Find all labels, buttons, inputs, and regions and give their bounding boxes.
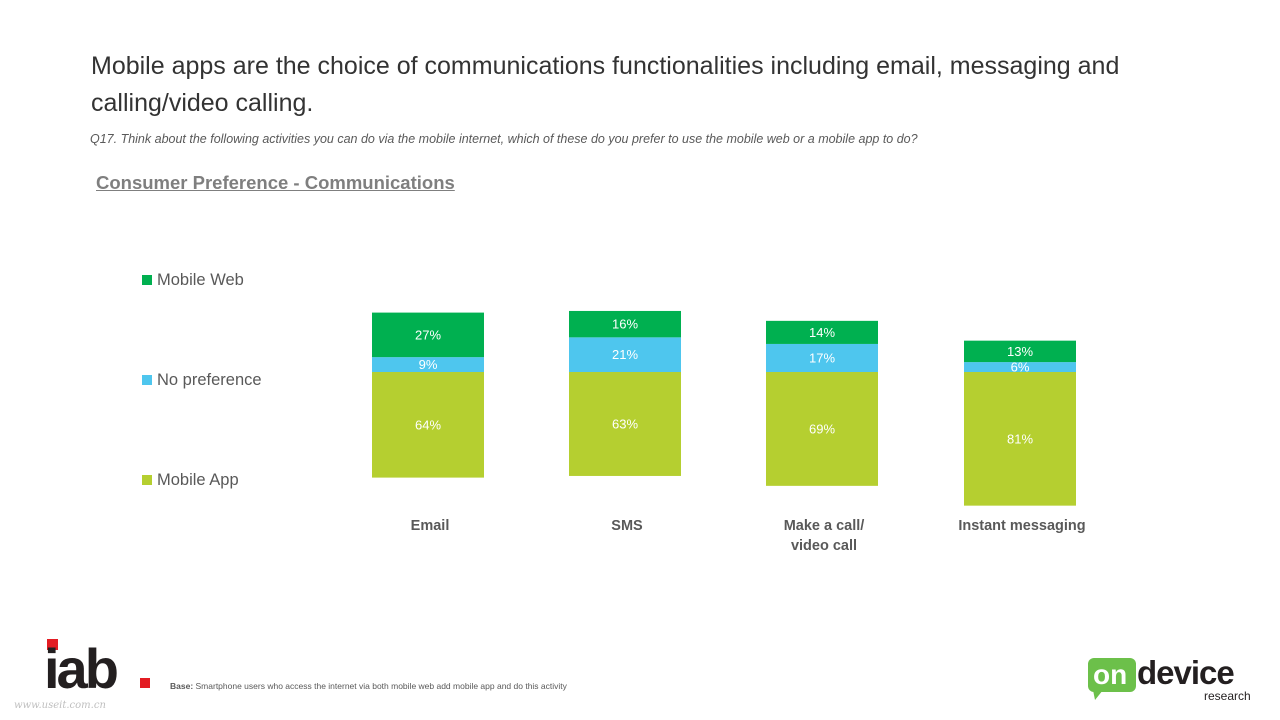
bar-segment-no-preference	[766, 343, 878, 372]
category-label: Email	[411, 518, 450, 534]
section-title: Consumer Preference - Communications	[96, 172, 455, 193]
iab-logo-text: iab	[44, 637, 117, 692]
data-label-no-preference: 17%	[809, 350, 835, 365]
data-label-mobile-web: 13%	[1007, 344, 1033, 359]
category-label: video call	[791, 538, 857, 554]
ondevice-logo-on: on	[1093, 659, 1127, 690]
bar-segment-no-preference	[372, 357, 484, 372]
bar-segment-mobile-app	[964, 372, 1076, 506]
data-label-mobile-app: 69%	[809, 421, 835, 436]
data-label-no-preference: 6%	[1011, 360, 1030, 375]
legend-swatch-mobile-web	[142, 275, 152, 285]
watermark: www.useit.com.cn	[14, 700, 106, 711]
data-label-no-preference: 21%	[612, 347, 638, 362]
ondevice-logo-device: device	[1137, 654, 1234, 691]
category-label: SMS	[611, 518, 643, 534]
bar-segment-mobile-app	[766, 372, 878, 486]
page-title: Mobile apps are the choice of communicat…	[91, 52, 1120, 117]
bar-segment-mobile-web	[372, 312, 484, 358]
legend-label-no-preference: No preference	[157, 370, 262, 389]
bar-segment-mobile-app	[569, 372, 681, 476]
category-label: Instant messaging	[958, 518, 1085, 534]
legend-item-mobile-web: Mobile Web	[142, 270, 244, 290]
data-label-mobile-web: 14%	[809, 325, 835, 340]
bar-segment-mobile-web	[766, 320, 878, 344]
data-label-mobile-app: 63%	[612, 416, 638, 431]
data-label-mobile-app: 81%	[1007, 431, 1033, 446]
base-note-label: Base:	[170, 681, 194, 691]
bar-segment-no-preference	[964, 362, 1076, 372]
ondevice-logo-research: research	[1204, 689, 1251, 703]
bar-segment-mobile-web	[569, 310, 681, 338]
legend-swatch-mobile-app	[142, 475, 152, 485]
ondevice-research-logo: on device research	[1088, 654, 1251, 703]
data-label-mobile-web: 16%	[612, 317, 638, 332]
legend-label-mobile-app: Mobile App	[157, 470, 239, 489]
category-label: Make a call/	[784, 518, 865, 534]
survey-question: Q17. Think about the following activitie…	[90, 132, 918, 146]
legend-item-no-preference: No preference	[142, 370, 262, 390]
bar-segment-mobile-app	[372, 372, 484, 478]
iab-logo: iab	[44, 637, 150, 692]
legend-item-mobile-app: Mobile App	[142, 470, 239, 490]
base-note-text: Smartphone users who access the internet…	[193, 681, 567, 691]
legend-label-mobile-web: Mobile Web	[157, 270, 244, 289]
bar-segment-no-preference	[569, 337, 681, 372]
data-label-mobile-web: 27%	[415, 327, 441, 342]
bar-segment-mobile-web	[964, 340, 1076, 363]
legend-swatch-no-preference	[142, 375, 152, 385]
base-note: Base: Smartphone users who access the in…	[170, 681, 567, 691]
data-label-mobile-app: 64%	[415, 417, 441, 432]
data-label-no-preference: 9%	[419, 357, 438, 372]
